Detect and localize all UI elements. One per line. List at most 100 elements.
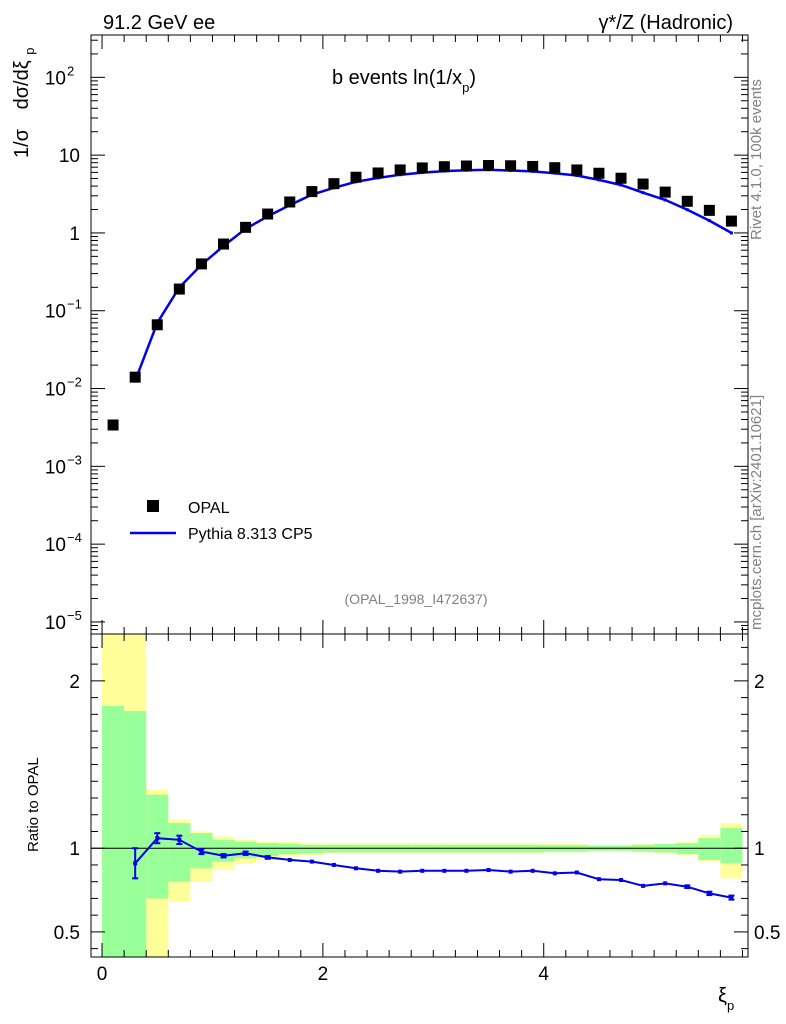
main-frame	[90, 34, 749, 635]
main-ytick-label: 1	[69, 224, 80, 245]
ratio-point	[398, 869, 403, 874]
opal-point	[703, 204, 715, 216]
opal-point	[306, 186, 318, 198]
ratio-data-group	[91, 832, 748, 901]
opal-point	[615, 172, 627, 184]
ratio-frame	[90, 633, 749, 958]
opal-point	[240, 221, 252, 233]
pythia-point	[663, 198, 667, 202]
ratio-ytick-label-right: 2	[754, 672, 765, 693]
ratio-ytick-label-left: 2	[69, 672, 80, 693]
ratio-ytick-label-left: 1	[69, 839, 80, 860]
ratio-bands-group	[102, 634, 743, 957]
ratio-band-green	[146, 794, 169, 899]
ratio-point	[641, 883, 646, 888]
ratio-point	[133, 861, 138, 866]
ratio-point	[265, 855, 270, 860]
opal-point	[195, 258, 207, 270]
opal-point	[129, 371, 141, 383]
opal-point	[173, 283, 185, 295]
ratio-point	[420, 868, 425, 873]
opal-point	[416, 162, 428, 174]
header-right: γ*/Z (Hadronic)	[599, 12, 733, 34]
pythia-point	[619, 183, 623, 187]
opal-point	[438, 161, 450, 173]
ratio-xtick-label: 2	[318, 964, 329, 985]
ratio-point	[442, 868, 447, 873]
main-ytick-label: 10	[45, 457, 66, 478]
opal-point	[151, 319, 163, 331]
main-data-group	[107, 160, 737, 431]
ratio-band-green	[212, 839, 235, 862]
main-ytick-label: 10	[45, 613, 66, 634]
ratio-point	[574, 870, 579, 875]
opal-point	[107, 419, 119, 431]
main-ytick-label: 10	[45, 380, 66, 401]
ratio-point	[508, 869, 513, 874]
ratio-band-green	[256, 843, 279, 856]
legend-pythia-label: Pythia 8.313 CP5	[188, 526, 313, 543]
main-ytick-exponent: −3	[67, 452, 82, 467]
mcplots-site-text: mcplots.cern.ch [arXiv:2401.10621]	[748, 395, 765, 630]
ratio-point	[287, 857, 292, 862]
ratio-line	[134, 837, 732, 899]
analysis-id: (OPAL_1998_I472637)	[345, 591, 488, 607]
pythia-point	[685, 208, 689, 212]
main-ytick-exponent: 2	[67, 63, 74, 78]
ratio-xtick-label: 4	[538, 964, 549, 985]
opal-point	[394, 164, 406, 176]
ratio-point	[177, 837, 182, 842]
opal-point	[725, 215, 737, 227]
main-title: b events ln(1/xp)	[332, 67, 476, 95]
main-ylabel: 1/σ dσ/dξ p	[11, 48, 37, 159]
opal-point	[483, 160, 495, 172]
legend-opal-label: OPAL	[188, 500, 230, 517]
ratio-point	[221, 853, 226, 858]
ratio-point	[729, 895, 734, 900]
main-ytick-label: 10	[45, 302, 66, 323]
pythia-point	[597, 178, 601, 182]
pythia-point	[575, 173, 579, 177]
ratio-point	[309, 859, 314, 864]
ratio-ytick-label-right: 1	[754, 839, 765, 860]
ratio-point	[619, 878, 624, 883]
opal-point	[262, 208, 274, 220]
ratio-band-green	[698, 838, 721, 860]
main-ytick-label: 10	[45, 68, 66, 89]
ratio-point	[331, 862, 336, 867]
pythia-point	[729, 231, 733, 235]
ratio-point	[486, 867, 491, 872]
legend: OPAL Pythia 8.313 CP5	[130, 500, 313, 543]
opal-point	[571, 164, 583, 176]
pythia-point	[641, 191, 645, 195]
pythia-line	[134, 168, 733, 382]
opal-point	[284, 196, 296, 208]
ratio-point	[354, 866, 359, 871]
opal-point	[328, 178, 340, 190]
opal-point	[637, 178, 649, 190]
main-ytick-exponent: −4	[67, 530, 82, 545]
opal-point	[460, 160, 472, 172]
ratio-point	[464, 868, 469, 873]
ratio-point	[155, 836, 160, 841]
opal-point	[549, 162, 561, 174]
ratio-point	[707, 891, 712, 896]
pythia-point	[553, 171, 557, 175]
ratio-point	[663, 881, 668, 886]
ratio-ylabel: Ratio to OPAL	[25, 757, 42, 852]
ratio-ytick-label-right: 0.5	[754, 923, 780, 944]
ratio-point	[199, 849, 204, 854]
ratio-point	[596, 877, 601, 882]
opal-point	[218, 238, 230, 250]
rivet-version-text: Rivet 4.1.0, 100k events	[748, 79, 765, 240]
ratio-band-green	[300, 844, 323, 854]
main-ytick-exponent: −1	[67, 297, 82, 312]
ratio-band-green	[124, 710, 147, 957]
opal-point	[527, 160, 539, 172]
main-ytick-exponent: −5	[67, 608, 82, 623]
ratio-frame-group: 0.5 0.5 1 1 2 2 0 2 4	[54, 633, 780, 985]
main-ytick-label: 10	[45, 535, 66, 556]
pythia-point	[707, 219, 711, 223]
ratio-band-green	[102, 705, 125, 957]
